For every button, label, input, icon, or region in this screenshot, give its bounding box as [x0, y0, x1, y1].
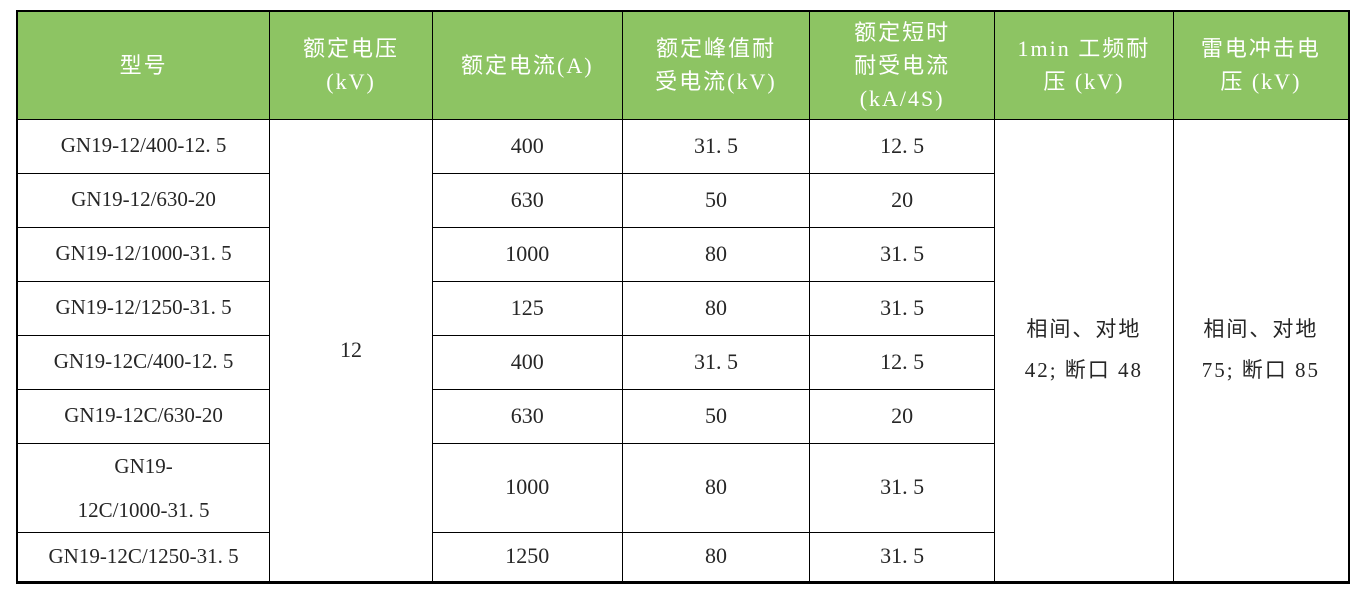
cell-peak-current: 80	[621, 442, 811, 533]
table-row: GN19-12C/630-20 630 50 20	[16, 388, 1349, 444]
cell-model: GN19-12C/400-12. 5	[16, 334, 271, 390]
table-row: GN19-12/630-20 630 50 20	[16, 172, 1349, 228]
cell-peak-current: 31. 5	[621, 334, 811, 390]
cell-short-time-current: 20	[809, 388, 996, 444]
spec-table: 型号 额定电压 (kV) 额定电流(A) 额定峰值耐 受电流(kV) 额定短时 …	[16, 10, 1350, 584]
header-peak-withstand-current: 额定峰值耐 受电流(kV)	[621, 10, 811, 120]
table-row: GN19-12C/1250-31. 5 1250 80 31. 5	[16, 531, 1349, 583]
cell-peak-current: 50	[621, 388, 811, 444]
cell-peak-current: 50	[621, 172, 811, 228]
cell-model: GN19-12/630-20	[16, 172, 271, 228]
header-rated-voltage: 额定电压 (kV)	[269, 10, 433, 120]
cell-model: GN19-12/1250-31. 5	[16, 280, 271, 336]
header-rated-current: 额定电流(A)	[431, 10, 623, 120]
cell-short-time-current: 20	[809, 172, 996, 228]
table-row: GN19- 12C/1000-31. 5 1000 80 31. 5	[16, 442, 1349, 533]
cell-peak-current: 80	[621, 226, 811, 282]
cell-model: GN19-12/1000-31. 5	[16, 226, 271, 282]
cell-power-frequency-merged: 相间、对地 42; 断口 48	[994, 118, 1174, 583]
cell-rated-current: 1250	[431, 531, 623, 583]
cell-short-time-current: 31. 5	[809, 442, 996, 533]
cell-rated-current: 630	[431, 172, 623, 228]
cell-short-time-current: 12. 5	[809, 118, 996, 174]
header-lightning-impulse-voltage: 雷电冲击电 压 (kV)	[1172, 10, 1350, 120]
cell-model: GN19-12C/630-20	[16, 388, 271, 444]
cell-model: GN19-12/400-12. 5	[16, 118, 271, 174]
table-row: GN19-12/1000-31. 5 1000 80 31. 5	[16, 226, 1349, 282]
cell-rated-voltage-merged: 12	[269, 118, 433, 583]
cell-rated-current: 630	[431, 388, 623, 444]
table-row: GN19-12/400-12. 5 12 400 31. 5 12. 5 相间、…	[16, 118, 1350, 583]
header-power-frequency-withstand-voltage: 1min 工频耐 压 (kV)	[994, 10, 1174, 120]
header-short-time-withstand-current: 额定短时 耐受电流 (kA/4S)	[809, 10, 996, 120]
cell-rated-current: 400	[431, 118, 623, 174]
cell-peak-current: 80	[621, 280, 811, 336]
cell-short-time-current: 31. 5	[809, 280, 996, 336]
cell-rated-current: 400	[431, 334, 623, 390]
cell-peak-current: 31. 5	[621, 118, 811, 174]
cell-short-time-current: 31. 5	[809, 226, 996, 282]
cell-short-time-current: 12. 5	[809, 334, 996, 390]
table-row: GN19-12/1250-31. 5 125 80 31. 5	[16, 280, 1349, 336]
header-model: 型号	[16, 10, 271, 120]
cell-model: GN19-12C/1250-31. 5	[16, 531, 271, 583]
cell-model: GN19- 12C/1000-31. 5	[16, 442, 271, 533]
cell-rated-current: 1000	[431, 226, 623, 282]
cell-rated-current: 1000	[431, 442, 623, 533]
cell-lightning-impulse-merged: 相间、对地 75; 断口 85	[1172, 118, 1350, 583]
cell-short-time-current: 31. 5	[809, 531, 996, 583]
cell-rated-current: 125	[431, 280, 623, 336]
header-row: 型号 额定电压 (kV) 额定电流(A) 额定峰值耐 受电流(kV) 额定短时 …	[16, 10, 1350, 120]
cell-peak-current: 80	[621, 531, 811, 583]
